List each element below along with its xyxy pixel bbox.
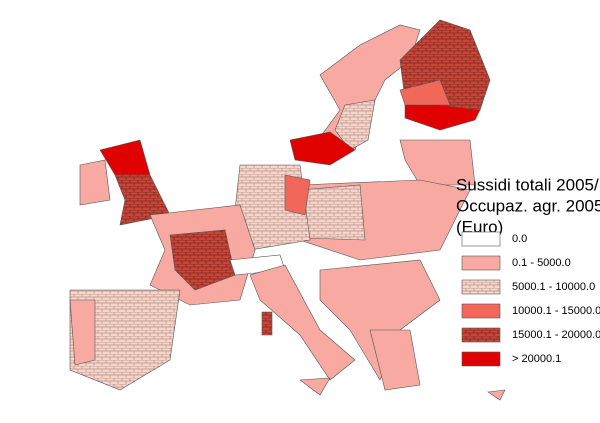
legend-swatch [461, 279, 501, 295]
legend-label: 15000.1 - 20000.0 [512, 329, 600, 341]
legend-label: 0.0 [512, 233, 527, 245]
legend-swatch [461, 303, 501, 319]
legend-swatch [461, 255, 501, 271]
legend-swatch [461, 327, 501, 343]
legend-title: Sussidi totali 2005/ [456, 175, 599, 194]
legend-swatch [461, 351, 501, 367]
legend-title: Occupaz. agr. 2005 [456, 196, 600, 215]
map-regions [69, 19, 506, 401]
legend: Sussidi totali 2005/Occupaz. agr. 2005(E… [456, 175, 600, 367]
legend-label: 5000.1 - 10000.0 [512, 281, 595, 293]
legend-label: 0.1 - 5000.0 [512, 257, 571, 269]
legend-label: 10000.1 - 15000.0 [512, 305, 600, 317]
legend-swatch [461, 231, 501, 247]
legend-label: > 20000.1 [512, 353, 561, 365]
